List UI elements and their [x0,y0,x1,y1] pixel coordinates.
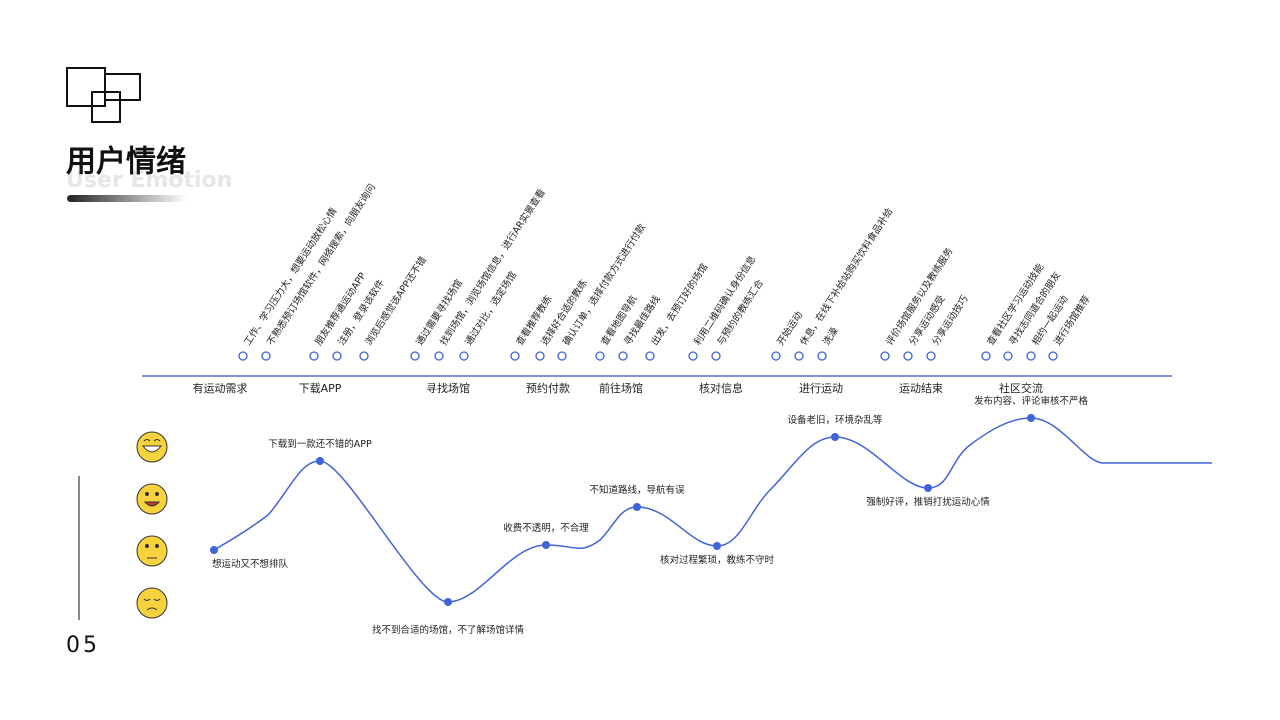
stage-label: 有运动需求 [193,381,248,395]
touchpoint-dot [688,351,698,361]
touchpoint-dot [645,351,655,361]
touchpoint-dot [410,351,420,361]
emotion-label: 想运动又不想排队 [212,558,289,570]
touchpoint-dot [332,351,342,361]
touchpoint-dot [238,351,248,361]
touchpoint-dot [359,351,369,361]
emotion-dot [444,598,452,606]
faces [136,431,168,619]
stage-label: 下载APP [299,382,342,395]
touchpoint-dot [595,351,605,361]
touchpoint-dot [711,351,721,361]
touchpoint-dot [535,351,545,361]
stage-label: 核对信息 [699,381,743,395]
stage-label: 社区交流 [999,381,1043,395]
title-bar [67,195,187,202]
subtitle: User Emotion [66,168,232,193]
emotion-dot [1027,414,1035,422]
emotion-label: 核对过程繁琐，教练不守时 [660,554,775,566]
emotion-label: 不知道路线，导航有误 [589,484,685,496]
touchpoint-dot [1003,351,1013,361]
emotion-dot [210,546,218,554]
emotion-label: 强制好评，推销打扰运动心情 [866,496,990,508]
touchpoint-dot [926,351,936,361]
emotion-label: 下载到一款还不错的APP [268,438,372,450]
touchpoint-dot [880,351,890,361]
touchpoint-label: 洗澡 [820,325,841,348]
stage-label: 进行运动 [799,382,843,395]
emotion-curve [213,417,1212,603]
emotion-label: 设备老旧，环境杂乱等 [787,414,883,426]
emotion-label: 找不到合适的场馆，不了解场馆详情 [372,624,525,636]
emotion-dot [316,457,324,465]
stage-label: 运动结束 [899,382,943,395]
logo-icon [66,67,141,123]
touchpoint-dot [981,351,991,361]
touchpoint-dot [557,351,567,361]
touchpoint-label: 休息，在线下补给站购买饮料食品补给 [797,205,895,347]
emotion-dot [831,433,839,441]
stage-label: 预约付款 [526,381,570,395]
emotion-dot [713,542,721,550]
touchpoint-dot [817,351,827,361]
emotion-dot [633,503,641,511]
touchpoint-dot [510,351,520,361]
touchpoint-dot [459,351,469,361]
stage-label: 寻找场馆 [426,381,470,395]
touchpoint-dot [1048,351,1058,361]
touchpoint-dot [618,351,628,361]
touchpoint-dot [1026,351,1036,361]
emotion-dot [924,484,932,492]
emotion-dot [542,541,550,549]
emotion-label: 收费不透明，不合理 [503,522,589,534]
touchpoint-dot [434,351,444,361]
page-number: 05 [66,633,100,658]
touchpoint-dot [309,351,319,361]
touchpoint-dot [794,351,804,361]
stage-label: 前往场馆 [599,381,643,395]
emotion-label: 发布内容、评论审核不严格 [974,395,1089,407]
touchpoint-dot [261,351,271,361]
touchpoint-dot [771,351,781,361]
touchpoint-dot [903,351,913,361]
title: 用户情绪 [66,145,186,180]
